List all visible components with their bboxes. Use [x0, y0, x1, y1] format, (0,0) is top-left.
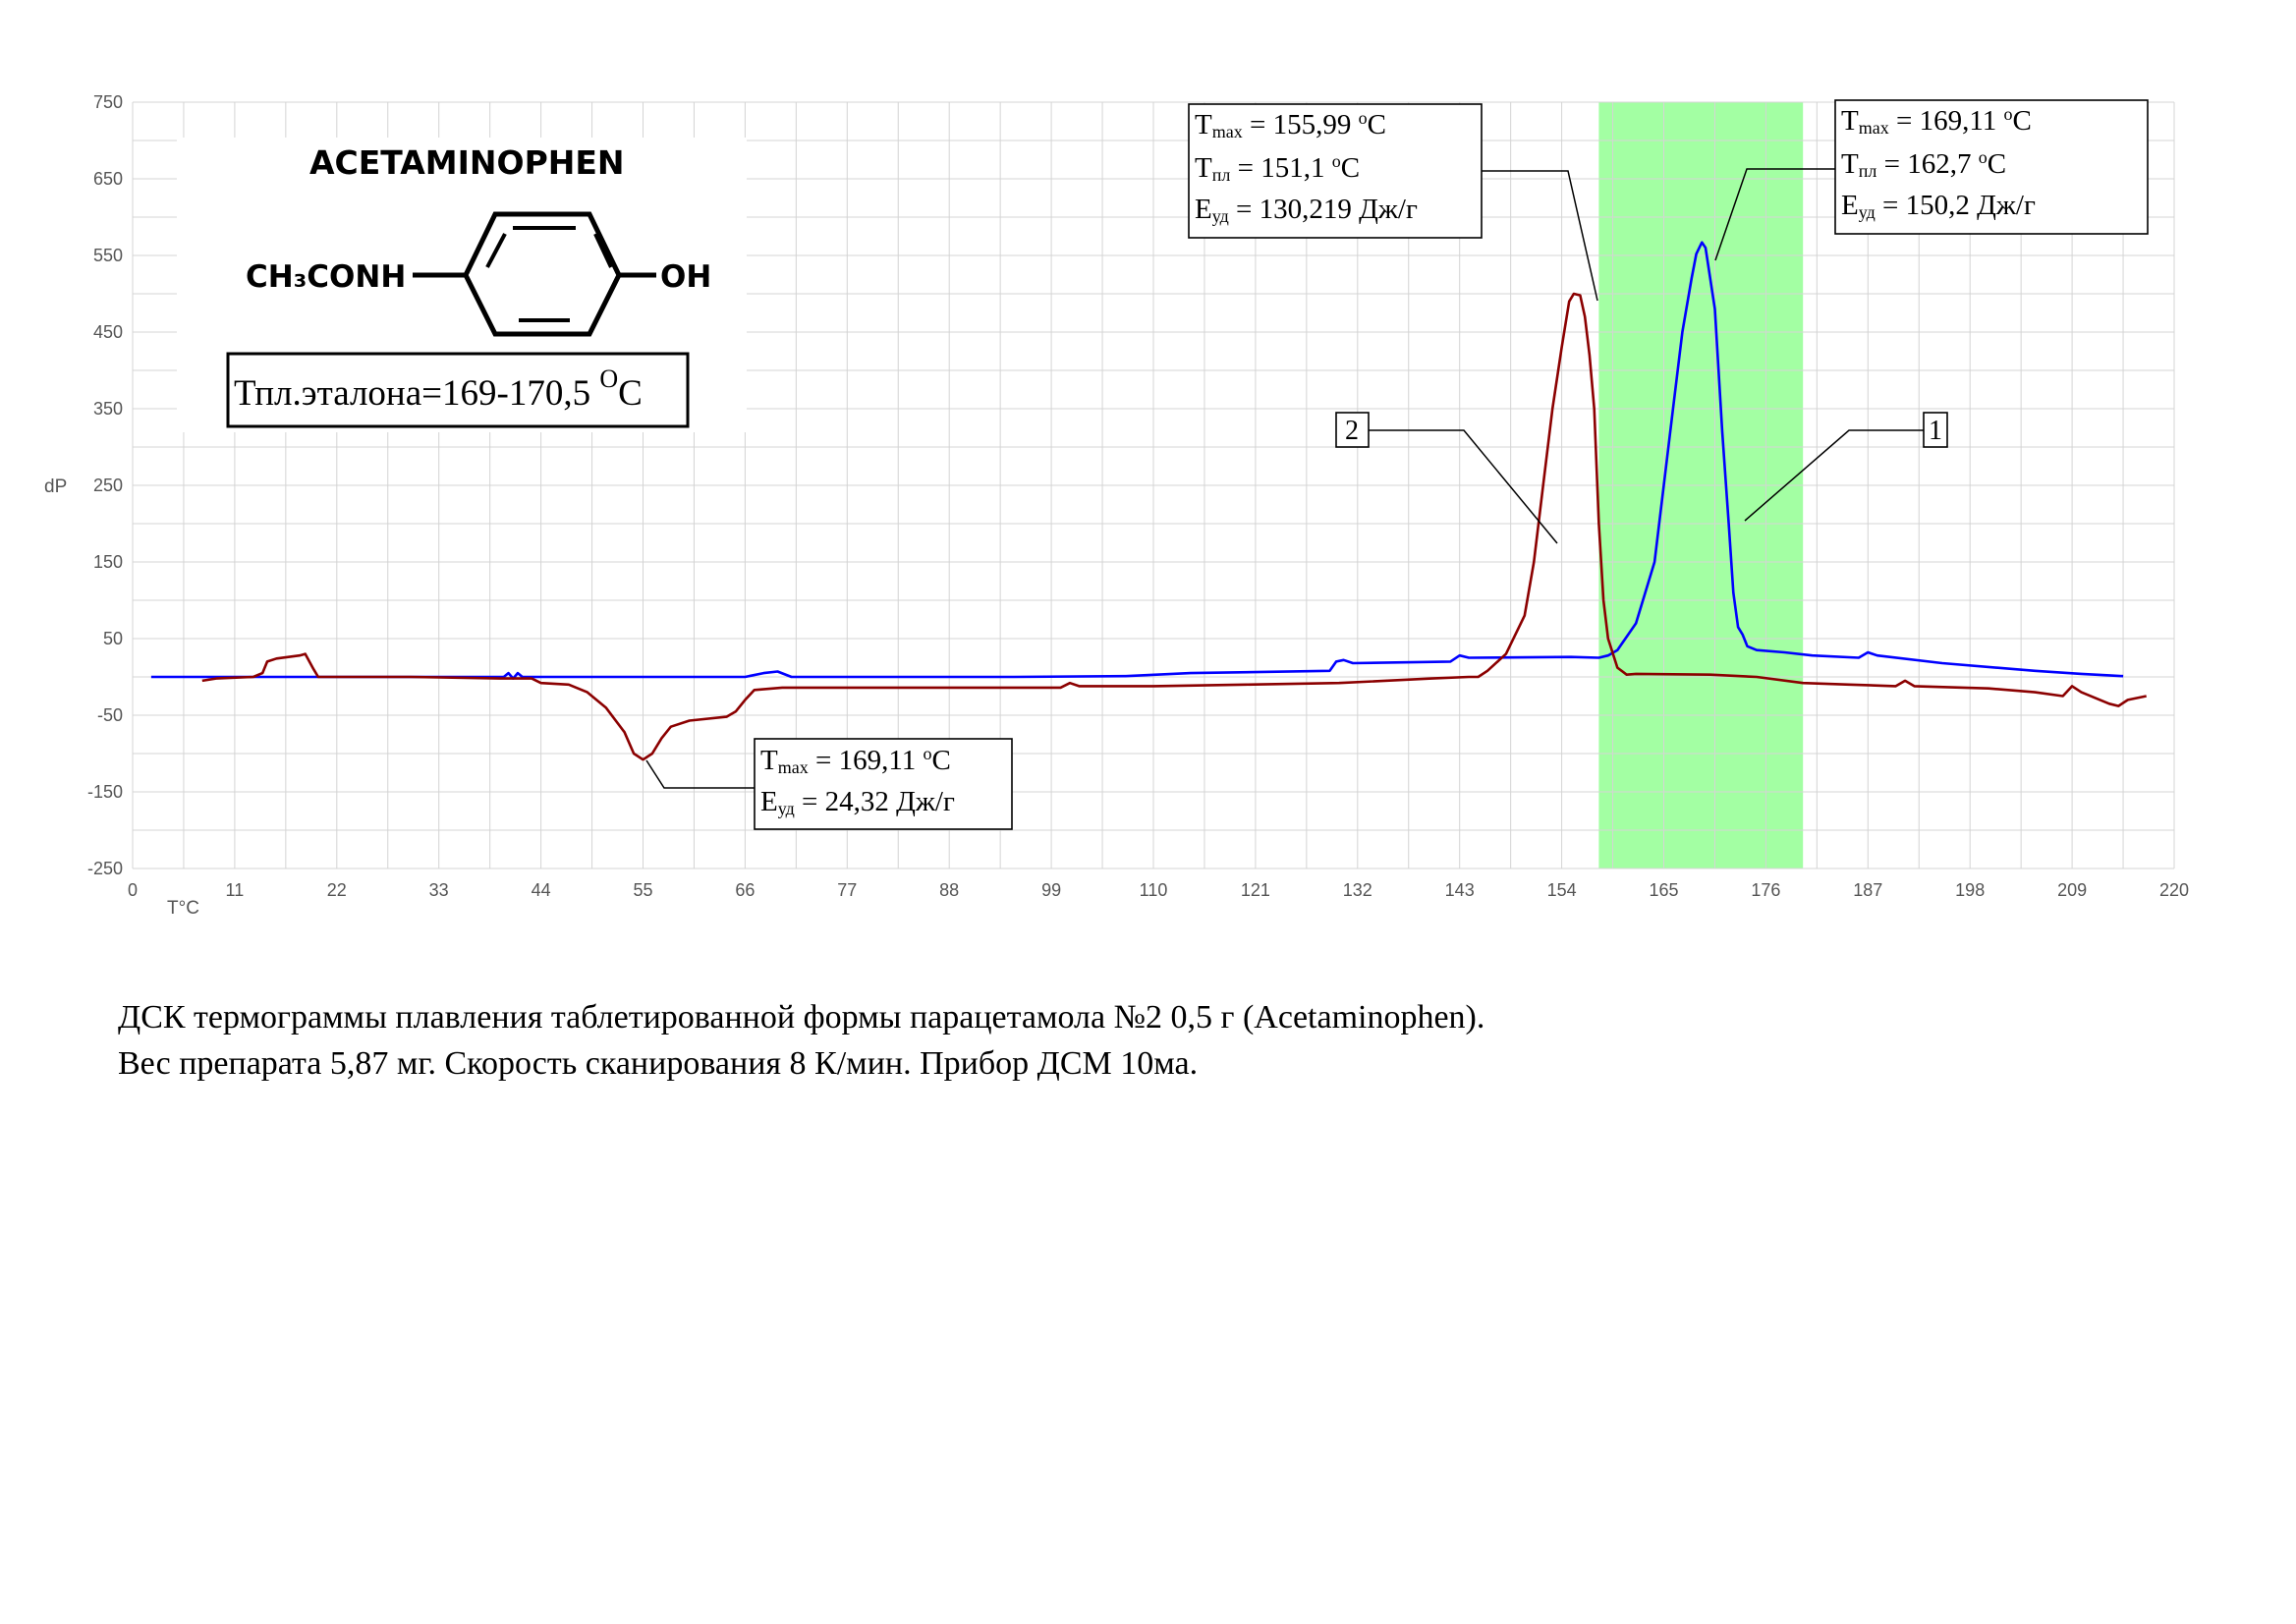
series-label-1: 1: [1923, 412, 1948, 448]
x-tick-label: 110: [1140, 880, 1168, 900]
structure-panel: ACETAMINOPHEN CH₃CONH OH Тпл.эталона=169…: [177, 138, 747, 432]
x-tick-label: 143: [1445, 880, 1475, 900]
x-tick-label: 132: [1343, 880, 1372, 900]
svg-text:1: 1: [1929, 416, 1942, 446]
leader-label2: [1369, 429, 1558, 544]
structure-left-group: CH₃CONH: [246, 259, 406, 295]
series-2-line: [201, 292, 2147, 761]
figure-caption: ДСК термограммы плавления таблетированно…: [118, 994, 1484, 1087]
y-tick-label: 650: [93, 169, 123, 189]
y-tick-label: 150: [93, 552, 123, 572]
x-tick-labels: 0 11 22 33 44 55 66 77 88 99 110 121 132 143 154 165 176…: [128, 880, 2189, 900]
y-axis-label: dP: [44, 476, 67, 497]
x-tick-label: 55: [633, 880, 652, 900]
x-tick-label: 198: [1955, 880, 1985, 900]
series-label-2: 2: [1335, 412, 1370, 448]
structure-right-group: OH: [660, 259, 711, 295]
caption-line-2: Вес препарата 5,87 мг. Скорость сканиров…: [118, 1045, 1199, 1082]
x-tick-label: 88: [939, 880, 959, 900]
svg-text:Eуд = 24,32 Дж/г: Eуд = 24,32 Дж/г: [760, 786, 955, 818]
series-1-line: [150, 241, 2124, 680]
y-tick-label: -250: [87, 859, 123, 878]
svg-text:Tпл = 151,1 oC: Tпл = 151,1 oC: [1195, 151, 1360, 185]
svg-text:Tmax = 169,11 oC: Tmax = 169,11 oC: [1841, 104, 2032, 138]
leader-lines: [645, 168, 1935, 789]
y-tick-label: 250: [93, 476, 123, 495]
x-tick-label: 99: [1041, 880, 1061, 900]
x-tick-label: 66: [735, 880, 755, 900]
x-tick-label: 33: [429, 880, 449, 900]
x-tick-label: 176: [1751, 880, 1780, 900]
leader-peak2: [1482, 170, 1598, 302]
benzene-ring-icon: [413, 211, 656, 337]
svg-text:Tmax = 169,11 oC: Tmax = 169,11 oC: [760, 744, 951, 777]
y-tick-label: -150: [87, 782, 123, 802]
y-tick-label: 350: [93, 399, 123, 419]
series-lines: [150, 241, 2147, 761]
x-tick-label: 11: [226, 880, 245, 900]
structure-title: ACETAMINOPHEN: [309, 143, 625, 182]
x-axis-label: T°C: [167, 898, 199, 919]
y-tick-label: 50: [103, 629, 123, 648]
caption-line-1: ДСК термограммы плавления таблетированно…: [118, 999, 1485, 1036]
svg-text:2: 2: [1345, 416, 1359, 446]
x-tick-label: 121: [1241, 880, 1270, 900]
reference-box: [226, 352, 690, 428]
svg-text:Eуд = 130,219 Дж/г: Eуд = 130,219 Дж/г: [1195, 194, 1418, 226]
annotation-dip: Tmax = 169,11 oC Eуд = 24,32 Дж/г: [754, 738, 1013, 830]
x-tick-label: 209: [2057, 880, 2087, 900]
y-tick-label: 450: [93, 322, 123, 342]
svg-text:Tпл = 162,7 oC: Tпл = 162,7 oC: [1841, 147, 2006, 181]
x-tick-label: 187: [1853, 880, 1882, 900]
x-tick-label: 165: [1649, 880, 1678, 900]
x-tick-label: 154: [1547, 880, 1577, 900]
leader-label1: [1744, 429, 1935, 522]
y-tick-labels: 750 650 550 450 350 250 150 50 -50 -150 -250: [87, 92, 123, 878]
y-tick-label: -50: [97, 705, 123, 725]
leader-peak1: [1714, 168, 1835, 261]
y-tick-label: 750: [93, 92, 123, 112]
svg-text:Tmax = 155,99 oC: Tmax = 155,99 oC: [1195, 108, 1386, 141]
svg-text:Eуд = 150,2 Дж/г: Eуд = 150,2 Дж/г: [1841, 190, 2036, 222]
svg-text:Тпл.эталона=169-170,5 OC: Тпл.эталона=169-170,5 OC: [234, 364, 643, 414]
x-tick-label: 44: [532, 880, 551, 900]
y-tick-label: 550: [93, 246, 123, 265]
annotation-peak1: Tmax = 169,11 oC Tпл = 162,7 oC Eуд = 15…: [1834, 99, 2149, 235]
x-tick-label: 22: [327, 880, 347, 900]
leader-dip: [645, 759, 755, 789]
x-tick-label: 220: [2159, 880, 2189, 900]
x-tick-label: 0: [128, 880, 138, 900]
annotation-peak2: Tmax = 155,99 oC Tпл = 151,1 oC Eуд = 13…: [1188, 103, 1483, 239]
x-tick-label: 77: [837, 880, 857, 900]
